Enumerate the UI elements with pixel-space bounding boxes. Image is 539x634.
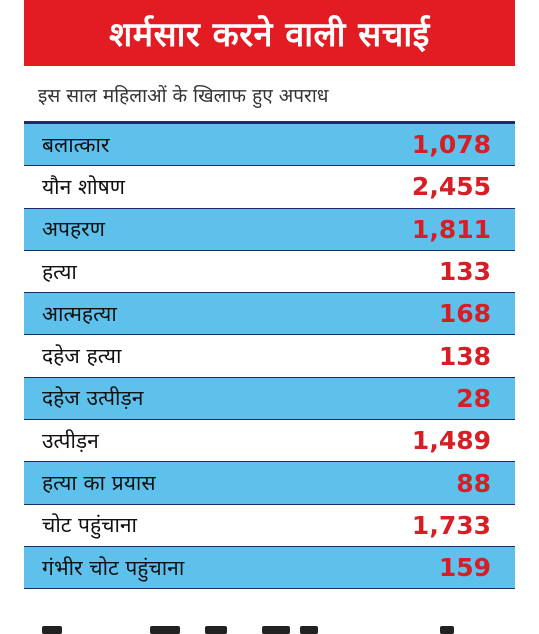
row-value: 1,078 [411,130,491,160]
table-title: शर्मसार करने वाली सचाई [24,0,515,66]
table-row: दहेज हत्या 138 [24,335,515,378]
row-label: यौन शोषण [42,174,125,199]
row-label: आत्महत्या [42,301,117,326]
row-label: हत्या का प्रयास [42,471,156,496]
table-row: दहेज उत्पीड़न 28 [24,377,515,421]
table-row: बलात्कार 1,078 [24,124,515,167]
row-value: 1,489 [411,426,491,456]
table-row: यौन शोषण 2,455 [24,166,515,209]
crime-statistics-table: शर्मसार करने वाली सचाई इस साल महिलाओं के… [24,0,515,622]
cropped-text-fragment [0,622,539,634]
subtitle-divider [24,121,515,124]
table-row: अपहरण 1,811 [24,208,515,251]
row-value: 133 [438,257,491,287]
table-subtitle: इस साल महिलाओं के खिलाफ हुए अपराध [24,66,515,123]
table-row: उत्पीड़न 1,489 [24,420,515,463]
row-label: दहेज उत्पीड़न [42,386,144,411]
row-label: गंभीर चोट पहुंचाना [42,555,185,580]
row-label: अपहरण [42,217,105,242]
row-value: 1,811 [411,214,491,244]
row-value: 28 [456,383,491,413]
row-value: 138 [438,341,491,371]
table-row: हत्या 133 [24,250,515,294]
row-value: 2,455 [411,172,491,202]
row-label: दहेज हत्या [42,344,122,369]
row-label: बलात्कार [42,132,110,157]
row-label: चोट पहुंचाना [42,513,137,538]
table-body: बलात्कार 1,078 यौन शोषण 2,455 अपहरण 1,81… [24,124,515,590]
row-value: 159 [438,553,491,583]
table-row: गंभीर चोट पहुंचाना 159 [24,546,515,590]
row-value: 88 [456,468,491,498]
table-row: आत्महत्या 168 [24,293,515,336]
row-label: हत्या [42,259,77,284]
row-value: 1,733 [411,510,491,540]
row-value: 168 [438,299,491,329]
table-row: चोट पहुंचाना 1,733 [24,504,515,547]
row-label: उत्पीड़न [42,428,99,453]
table-row: हत्या का प्रयास 88 [24,462,515,505]
